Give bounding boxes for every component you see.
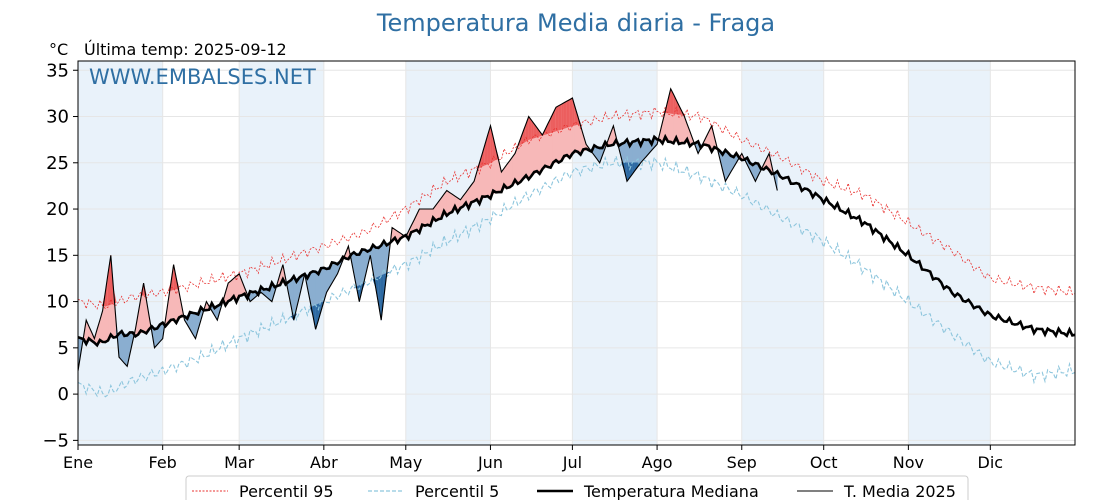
- x-tick-label: Ago: [642, 453, 673, 472]
- y-tick-label: 25: [46, 153, 69, 174]
- above-median-fill: [509, 156, 513, 187]
- legend: Percentil 95 Percentil 5 Temperatura Media…: [185, 475, 969, 500]
- below-median-fill: [124, 333, 128, 368]
- x-tick-label: Nov: [893, 453, 924, 472]
- above-median-fill: [449, 191, 453, 213]
- x-tick-label: Oct: [810, 453, 838, 472]
- legend-label-p95: Percentil 95: [239, 482, 334, 500]
- y-tick-label: 15: [46, 245, 69, 266]
- series-line-p5: [77, 154, 1076, 398]
- series-line-median: [77, 133, 1076, 348]
- y-tick-label: 30: [46, 107, 69, 128]
- month-bands: [78, 61, 991, 445]
- month-band: [405, 61, 491, 445]
- y-tick-label: 5: [58, 338, 69, 359]
- above-median-fill: [424, 208, 428, 227]
- month-band: [78, 61, 163, 445]
- x-tick-label: Sep: [727, 453, 757, 472]
- above-median-fill: [236, 273, 240, 299]
- month-band: [239, 61, 324, 445]
- above-median-fill: [446, 189, 450, 215]
- legend-label-p5: Percentil 5: [415, 482, 499, 500]
- above-p95-fill: [558, 103, 562, 131]
- x-tick-label: Dic: [978, 453, 1004, 472]
- month-band: [908, 61, 991, 445]
- last-temp-label: Última temp: 2025-09-12: [84, 40, 287, 59]
- x-axis: Ene Feb Mar Abr May Jun Jul Ago Sep Oct Nov Dic: [63, 445, 1003, 472]
- y-axis: −5 0 5 10 15 20 25 30 35: [42, 60, 78, 451]
- above-p95-fill: [569, 97, 573, 128]
- above-p95-fill: [563, 100, 568, 129]
- series-line-current: [77, 87, 778, 372]
- y-tick-label: 0: [58, 384, 69, 405]
- legend-box: [185, 475, 969, 500]
- series-lines: [77, 87, 1076, 398]
- unit-label: °C: [49, 40, 68, 59]
- x-tick-label: Feb: [149, 453, 177, 472]
- x-tick-label: May: [389, 453, 422, 472]
- x-tick-label: Abr: [310, 453, 338, 472]
- y-tick-label: −5: [42, 430, 69, 451]
- watermark: WWW.EMBALSES.NET: [89, 65, 316, 89]
- month-band: [741, 61, 824, 445]
- x-tick-label: Ene: [63, 453, 93, 472]
- above-p95-fill: [561, 102, 565, 130]
- series-line-p95: [77, 105, 1076, 310]
- legend-label-median: Temperatura Mediana: [583, 482, 759, 500]
- x-tick-label: Jul: [562, 453, 582, 472]
- x-tick-label: Jun: [477, 453, 503, 472]
- chart-title: Temperatura Media diaria - Fraga: [376, 9, 775, 37]
- above-p95-fill: [555, 105, 560, 132]
- above-median-fill: [227, 280, 232, 302]
- x-tick-label: Mar: [224, 453, 255, 472]
- y-tick-label: 35: [46, 60, 69, 81]
- above-p95-fill: [566, 99, 570, 128]
- plot-frame: [77, 60, 1076, 446]
- y-tick-label: 10: [46, 292, 69, 313]
- legend-label-current: T. Media 2025: [843, 482, 956, 500]
- below-median-fill: [121, 333, 125, 365]
- y-tick-label: 20: [46, 199, 69, 220]
- month-band: [572, 61, 658, 445]
- grid-lines: [77, 61, 1075, 445]
- above-median-fill: [427, 208, 431, 225]
